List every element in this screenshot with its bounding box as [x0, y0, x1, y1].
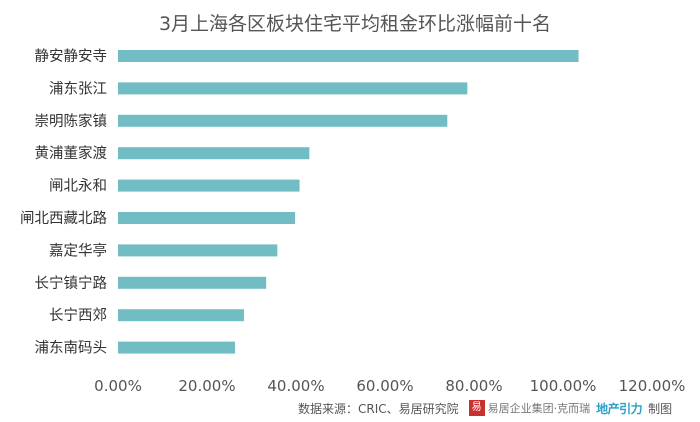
bar — [118, 212, 296, 224]
category-label: 长宁镇宁路 — [35, 275, 108, 292]
x-tick-label: 60.00% — [356, 377, 413, 395]
bar — [118, 341, 236, 354]
category-label: 嘉定华亭 — [49, 241, 107, 259]
x-tick-label: 0.00% — [94, 377, 142, 395]
x-tick-label: 20.00% — [178, 377, 235, 395]
category-label: 闸北永和 — [49, 178, 107, 195]
category-label: 浦东张江 — [49, 80, 107, 97]
category-label: 黄浦董家渡 — [35, 145, 108, 162]
category-labels: 静安静安寺浦东张江崇明陈家镇黄浦董家渡闸北永和闸北西藏北路嘉定华亭长宁镇宁路长宁… — [20, 48, 107, 357]
data-source: 数据来源：CRIC、易居研究院 — [298, 401, 459, 416]
category-label: 静安静安寺 — [35, 48, 108, 65]
footer: 数据来源：CRIC、易居研究院 易 易居企业集团·克而瑞 地产引力 制图 — [298, 398, 672, 418]
bar — [118, 244, 278, 257]
bar — [118, 114, 448, 127]
x-tick-label: 120.00% — [619, 377, 686, 395]
bars-group — [118, 50, 579, 354]
chart-title: 3月上海各区板块住宅平均租金环比涨幅前十名 — [159, 13, 551, 35]
bar — [118, 82, 468, 95]
category-label: 闸北西藏北路 — [20, 210, 107, 227]
wordmark-logo: 地产引力 — [596, 401, 643, 416]
bar — [118, 147, 310, 160]
category-label: 浦东南码头 — [35, 340, 108, 357]
x-tick-label: 40.00% — [267, 377, 324, 395]
bar — [118, 50, 579, 62]
category-label: 崇明陈家镇 — [35, 112, 108, 130]
x-axis-tick-labels: 0.00% 20.00% 40.00% 60.00% 80.00% 100.00% 120.… — [94, 377, 685, 395]
brand-logo-icon: 易 — [468, 400, 485, 416]
brand-name: 易居企业集团·克而瑞 — [487, 402, 591, 415]
x-tick-label: 100.00% — [530, 377, 597, 395]
bar — [118, 276, 267, 289]
x-tick-label: 80.00% — [445, 377, 502, 395]
category-label: 长宁西郊 — [49, 307, 107, 324]
bar — [118, 179, 300, 192]
bar — [118, 309, 244, 322]
chart-credit: 制图 — [648, 401, 673, 416]
